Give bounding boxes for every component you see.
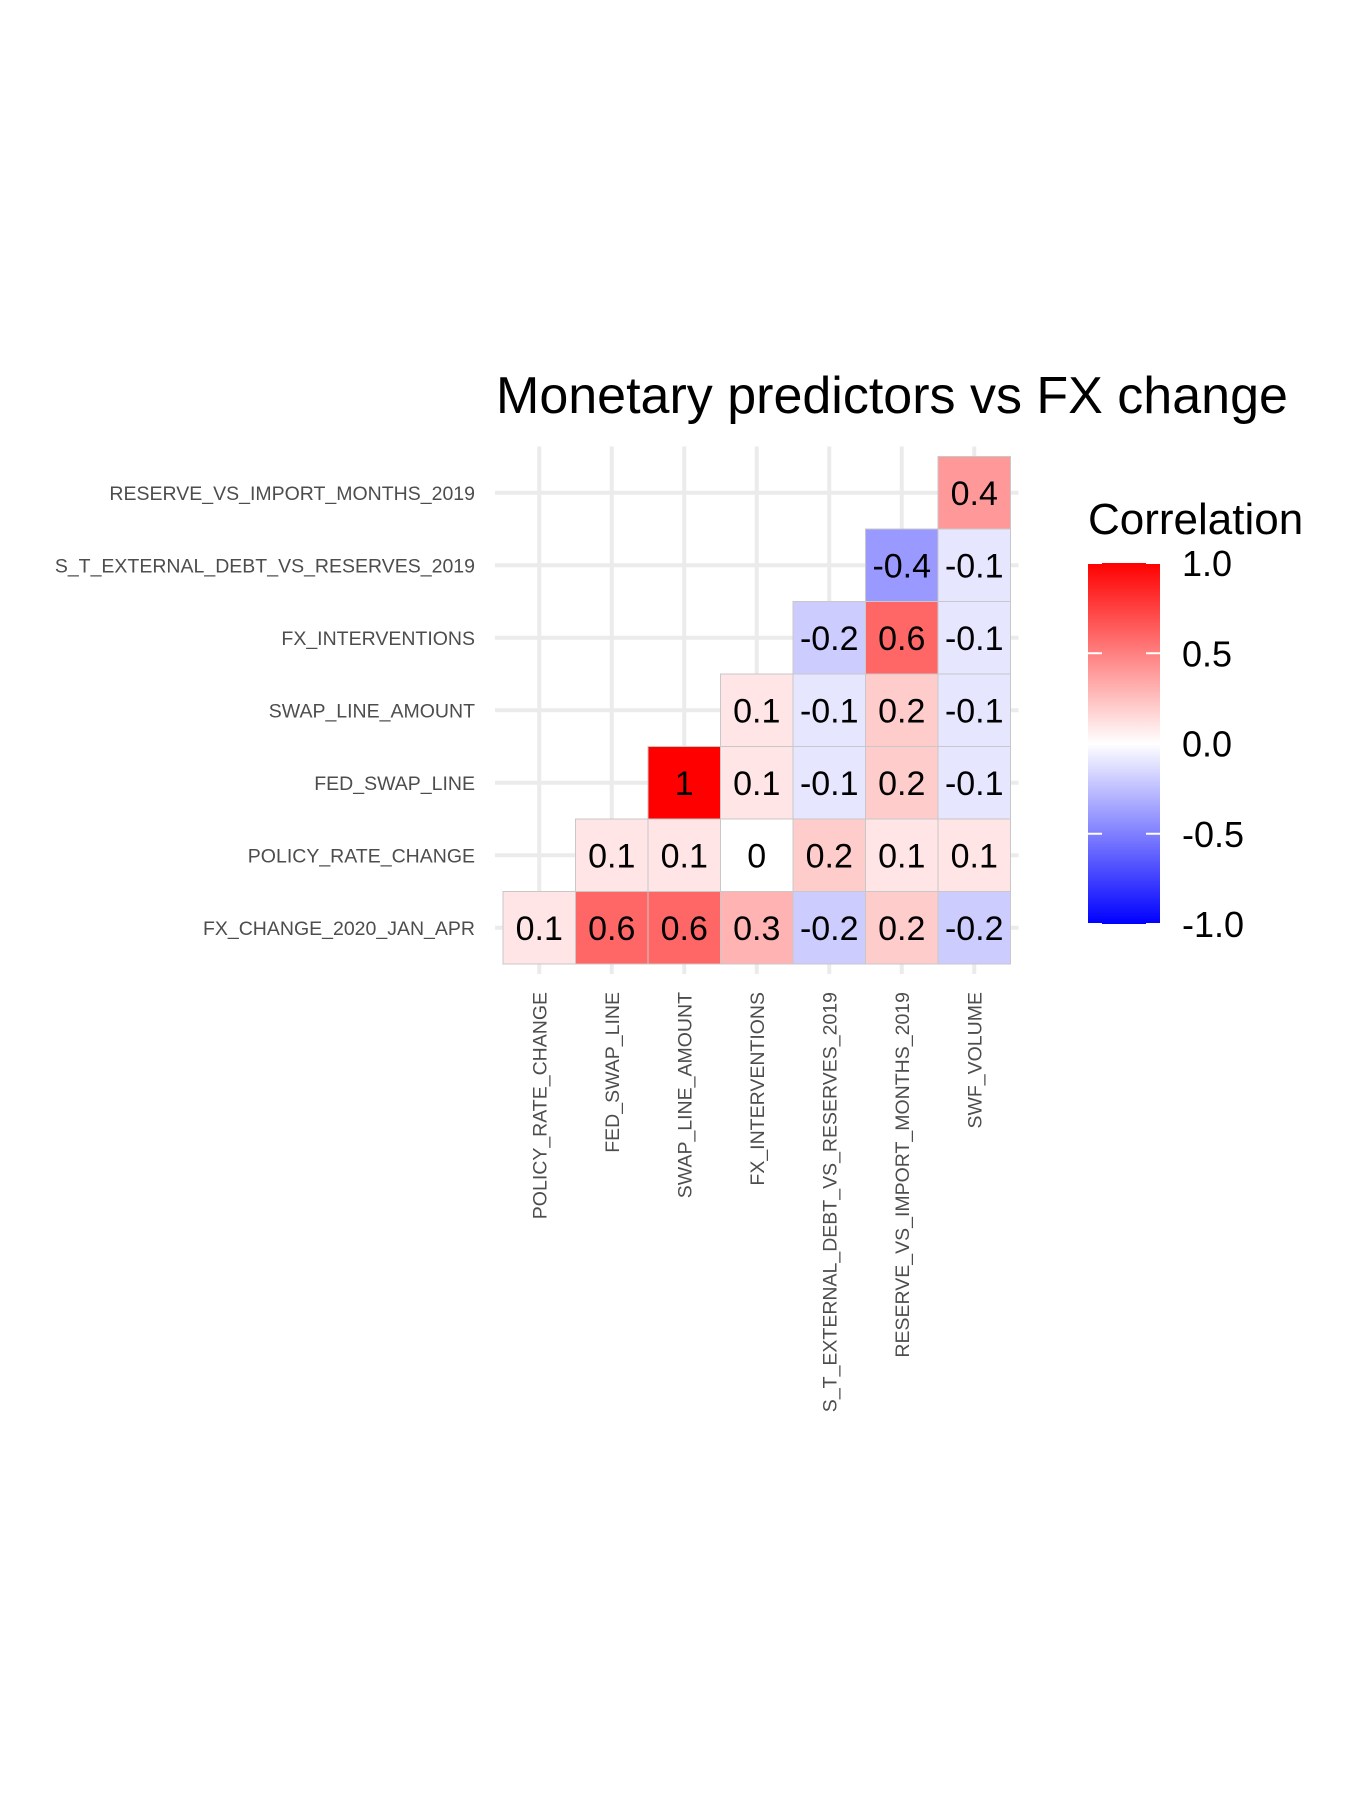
heatmap-cell — [937, 456, 1011, 530]
cell-value-label: -0.2 — [800, 620, 859, 658]
heatmap-cell — [647, 891, 721, 965]
heatmap-cell — [865, 528, 939, 602]
heatmap-cell — [865, 601, 939, 675]
cell-value-labels: 0.1 0.6 0.6 0.3 -0.2 0.2 -0.2 0.1 0.1 0 0.2 0.1 0.1 1… — [516, 475, 1004, 948]
heatmap-cell — [792, 891, 866, 965]
y-tick-label: S_T_EXTERNAL_DEBT_VS_RESERVES_2019 — [55, 555, 475, 577]
heatmap-cell — [937, 746, 1011, 820]
heatmap-cells — [502, 456, 1011, 965]
legend-tick-label: 0.5 — [1182, 633, 1232, 674]
heatmap-cell — [720, 746, 794, 820]
cell-value-label: 0.2 — [878, 765, 925, 803]
cell-value-label: 0.1 — [878, 837, 925, 875]
x-tick-label: FED_SWAP_LINE — [602, 992, 624, 1153]
y-tick-label: RESERVE_VS_IMPORT_MONTHS_2019 — [109, 483, 475, 505]
cell-value-label: -0.1 — [945, 765, 1004, 803]
y-tick-label: FED_SWAP_LINE — [314, 773, 475, 795]
legend-ticks: 1.0 0.5 0.0 -0.5 -1.0 — [1088, 543, 1244, 945]
legend: Correlation 1.0 0.5 0.0 -0.5 -1.0 — [1088, 495, 1303, 945]
x-tick-label: SWF_VOLUME — [964, 992, 986, 1129]
y-tick-label: POLICY_RATE_CHANGE — [248, 845, 475, 867]
heatmap-cell — [792, 601, 866, 675]
heatmap-cell — [792, 673, 866, 747]
x-tick-label: POLICY_RATE_CHANGE — [529, 992, 551, 1219]
heatmap-cell — [792, 746, 866, 820]
cell-value-label: 0 — [747, 837, 766, 875]
x-tick-label: RESERVE_VS_IMPORT_MONTHS_2019 — [892, 992, 914, 1358]
heatmap-cell — [937, 818, 1011, 892]
cell-value-label: 0.2 — [878, 910, 925, 948]
cell-value-label: -0.2 — [800, 910, 859, 948]
cell-value-label: 0.6 — [588, 910, 635, 948]
heatmap-cell — [720, 818, 794, 892]
x-axis-tick-labels: POLICY_RATE_CHANGE FED_SWAP_LINE SWAP_LINE… — [529, 992, 986, 1412]
heatmap-cell — [937, 528, 1011, 602]
heatmap-cell — [647, 818, 721, 892]
cell-value-label: -0.1 — [945, 692, 1004, 730]
cell-value-label: 1 — [675, 765, 694, 803]
x-tick-label: S_T_EXTERNAL_DEBT_VS_RESERVES_2019 — [819, 992, 841, 1412]
cell-value-label: -0.1 — [800, 765, 859, 803]
cell-value-label: 0.1 — [588, 837, 635, 875]
x-tick-label: FX_INTERVENTIONS — [747, 992, 769, 1186]
cell-value-label: 0.2 — [878, 692, 925, 730]
cell-value-label: -0.1 — [800, 692, 859, 730]
cell-value-label: 0.6 — [878, 620, 925, 658]
cell-value-label: -0.4 — [872, 547, 931, 585]
cell-value-label: 0.4 — [951, 475, 998, 513]
cell-value-label: 0.6 — [661, 910, 708, 948]
chart-title: Monetary predictors vs FX change — [496, 367, 1288, 425]
legend-tick-label: 1.0 — [1182, 543, 1232, 584]
x-tick-label: SWAP_LINE_AMOUNT — [674, 992, 696, 1198]
heatmap-cell — [865, 746, 939, 820]
cell-value-label: -0.2 — [945, 910, 1004, 948]
y-axis-tick-labels: FX_CHANGE_2020_JAN_APR POLICY_RATE_CHANGE… — [55, 483, 475, 940]
cell-value-label: 0.3 — [733, 910, 780, 948]
cell-value-label: 0.1 — [516, 910, 563, 948]
y-tick-label: SWAP_LINE_AMOUNT — [269, 700, 475, 722]
cell-value-label: 0.1 — [733, 765, 780, 803]
cell-value-label: -0.1 — [945, 620, 1004, 658]
legend-tick-label: -0.5 — [1182, 814, 1244, 855]
heatmap-cell — [575, 818, 649, 892]
legend-tick-label: 0.0 — [1182, 724, 1232, 765]
heatmap-cell — [792, 818, 866, 892]
y-tick-label: FX_INTERVENTIONS — [281, 628, 475, 650]
cell-value-label: 0.1 — [661, 837, 708, 875]
heatmap-cell — [647, 746, 721, 820]
legend-title: Correlation — [1088, 495, 1303, 544]
cell-value-label: 0.1 — [733, 692, 780, 730]
heatmap-cell — [865, 891, 939, 965]
legend-tick-label: -1.0 — [1182, 904, 1244, 945]
heatmap-cell — [937, 601, 1011, 675]
cell-value-label: -0.1 — [945, 547, 1004, 585]
cell-value-label: 0.1 — [951, 837, 998, 875]
heatmap-cell — [865, 818, 939, 892]
heatmap-cell — [937, 891, 1011, 965]
cell-value-label: 0.2 — [806, 837, 853, 875]
y-tick-label: FX_CHANGE_2020_JAN_APR — [203, 918, 475, 940]
